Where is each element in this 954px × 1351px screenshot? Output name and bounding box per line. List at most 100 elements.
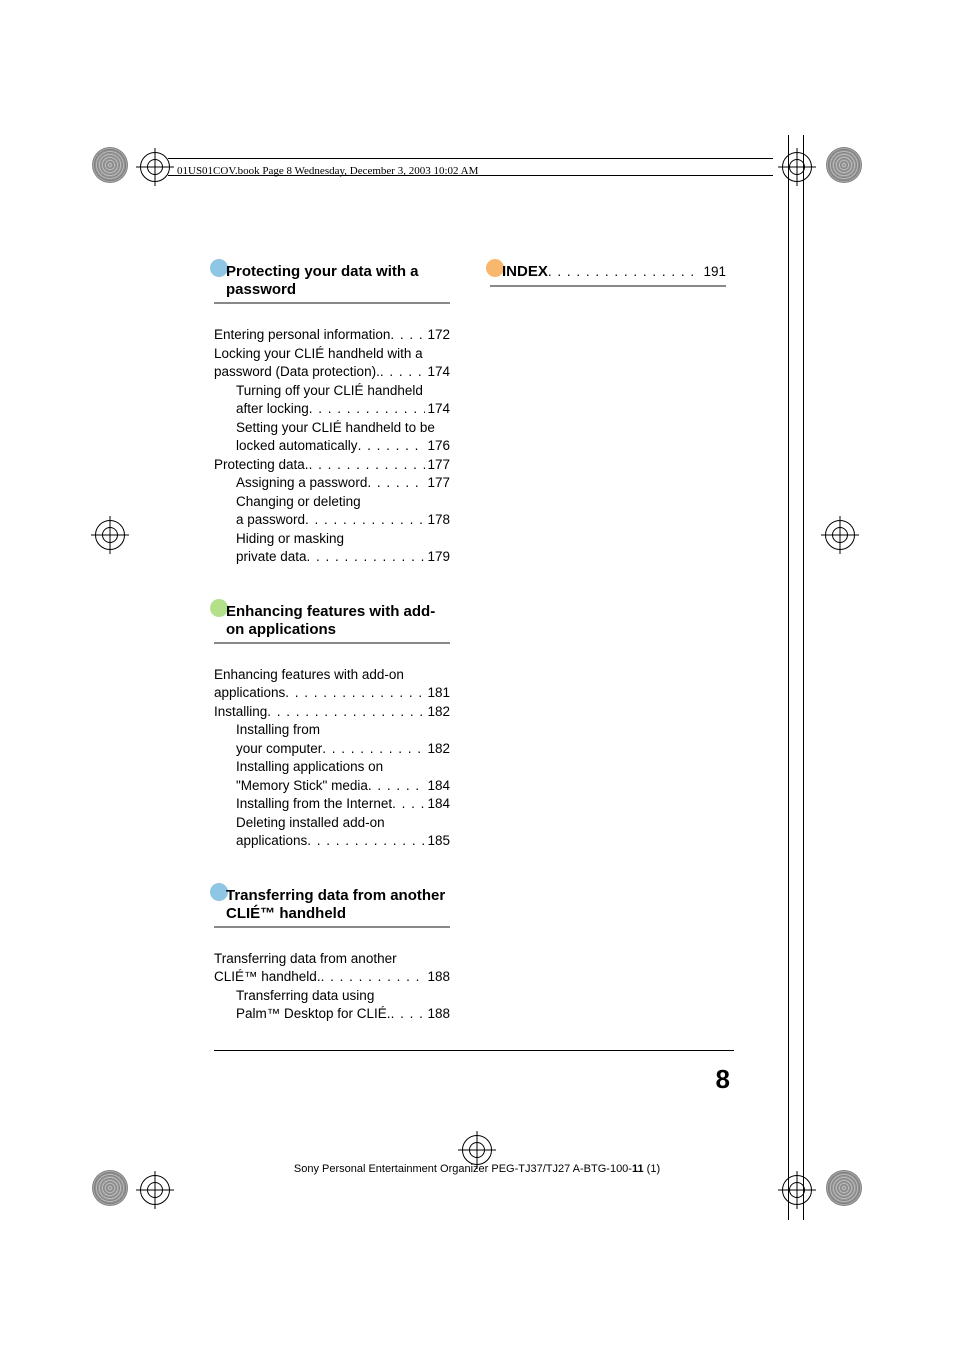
reg-mark-tr (826, 147, 862, 183)
leader-dots (322, 740, 425, 759)
page-number: 8 (716, 1064, 730, 1095)
toc-text: CLIÉ™ handheld. (214, 968, 321, 987)
index-title: INDEX (502, 263, 548, 281)
toc-entry: Turning off your CLIÉ handheld (214, 382, 450, 401)
reg-mark-bl (92, 1170, 128, 1206)
toc-text: Setting your CLIÉ handheld to be (236, 419, 435, 438)
page-edge-line (788, 135, 789, 1220)
leader-dots (305, 511, 425, 530)
toc-entry: CLIÉ™ handheld. 188 (214, 968, 450, 987)
leader-dots (309, 400, 426, 419)
toc-entry: locked automatically 176 (214, 437, 450, 456)
toc-entry: Changing or deleting (214, 493, 450, 512)
toc-text: Installing from the Internet (236, 795, 392, 814)
toc-text: Changing or deleting (236, 493, 361, 512)
toc-entry: Protecting data. 177 (214, 456, 450, 475)
toc-entry: Entering personal information 172 (214, 326, 450, 345)
toc-text: Installing (214, 703, 267, 722)
toc-text: a password (236, 511, 305, 530)
toc-page: 188 (425, 968, 450, 987)
leader-dots (390, 326, 425, 345)
toc-entry: a password 178 (214, 511, 450, 530)
leader-dots (391, 1005, 426, 1024)
toc-text: "Memory Stick" media (236, 777, 368, 796)
toc-entry: your computer 182 (214, 740, 450, 759)
toc-text: Installing from (236, 721, 320, 740)
toc-entry: Assigning a password 177 (214, 474, 450, 493)
leader-dots (380, 363, 426, 382)
toc-page: 185 (425, 832, 450, 851)
section-rule (214, 642, 450, 644)
toc-entry: Installing from the Internet 184 (214, 795, 450, 814)
toc-page: 174 (425, 400, 450, 419)
reg-target-tl (140, 152, 170, 182)
toc-entry: Transferring data using (214, 987, 450, 1006)
toc-page: 184 (425, 777, 450, 796)
toc-text: Installing applications on (236, 758, 383, 777)
section-title-enhancing: Enhancing features with add-on applicati… (214, 603, 450, 639)
toc-entry: private data 179 (214, 548, 450, 567)
toc-page: 188 (425, 1005, 450, 1024)
leader-dots (321, 968, 426, 987)
leader-dots (358, 437, 426, 456)
toc-text: Hiding or masking (236, 530, 344, 549)
toc-entry: "Memory Stick" media 184 (214, 777, 450, 796)
toc-text: Palm™ Desktop for CLIÉ. (236, 1005, 391, 1024)
toc-text: applications (214, 684, 285, 703)
toc-entry: Installing 182 (214, 703, 450, 722)
toc-text: Assigning a password (236, 474, 367, 493)
toc-text: after locking (236, 400, 309, 419)
leader-dots (392, 795, 425, 814)
toc-entry: Hiding or masking (214, 530, 450, 549)
toc-text: locked automatically (236, 437, 358, 456)
reg-mark-tl (92, 147, 128, 183)
toc-entry: applications 181 (214, 684, 450, 703)
index-page: 191 (701, 263, 726, 282)
leader-dots (307, 832, 425, 851)
toc-text: Protecting data. (214, 456, 309, 475)
leader-dots (368, 777, 426, 796)
toc-page: 182 (425, 740, 450, 759)
reg-target-bc (462, 1135, 492, 1165)
section-rule (490, 285, 726, 287)
toc-text: Locking your CLIÉ handheld with a (214, 345, 423, 364)
reg-target-bl (140, 1175, 170, 1205)
toc-page: 182 (425, 703, 450, 722)
leader-dots (285, 684, 425, 703)
toc-text: password (Data protection). (214, 363, 380, 382)
toc-page: 176 (425, 437, 450, 456)
leader-dots (267, 703, 425, 722)
toc-text: Transferring data using (236, 987, 374, 1006)
page-edge-line (803, 135, 804, 1220)
toc-entry: Transferring data from another (214, 950, 450, 969)
toc-entry: Installing from (214, 721, 450, 740)
toc-text: Turning off your CLIÉ handheld (236, 382, 423, 401)
toc-page: 179 (425, 548, 450, 567)
reg-mark-br (826, 1170, 862, 1206)
leader-dots (548, 263, 702, 282)
toc-entry: after locking 174 (214, 400, 450, 419)
leader-dots (309, 456, 426, 475)
footer-text: Sony Personal Entertainment Organizer PE… (0, 1163, 954, 1175)
toc-text: private data (236, 548, 307, 567)
section-rule (214, 302, 450, 304)
reg-target-mr (825, 520, 855, 550)
toc-text: applications (236, 832, 307, 851)
toc-page: 174 (425, 363, 450, 382)
leader-dots (307, 548, 426, 567)
toc-page: 172 (425, 326, 450, 345)
toc-entry: Palm™ Desktop for CLIÉ. 188 (214, 1005, 450, 1024)
toc-text: Transferring data from another (214, 950, 397, 969)
section-rule (214, 926, 450, 928)
toc-entry: Enhancing features with add-on (214, 666, 450, 685)
toc-entry: Locking your CLIÉ handheld with a (214, 345, 450, 364)
toc-page: 177 (425, 474, 450, 493)
toc-text: Entering personal information (214, 326, 390, 345)
toc-content: Protecting your data with a password Ent… (214, 263, 744, 1060)
leader-dots (367, 474, 425, 493)
footer-rule (214, 1050, 734, 1051)
toc-page: 181 (425, 684, 450, 703)
toc-text: Enhancing features with add-on (214, 666, 404, 685)
toc-entry: Installing applications on (214, 758, 450, 777)
toc-text: Deleting installed add-on (236, 814, 385, 833)
